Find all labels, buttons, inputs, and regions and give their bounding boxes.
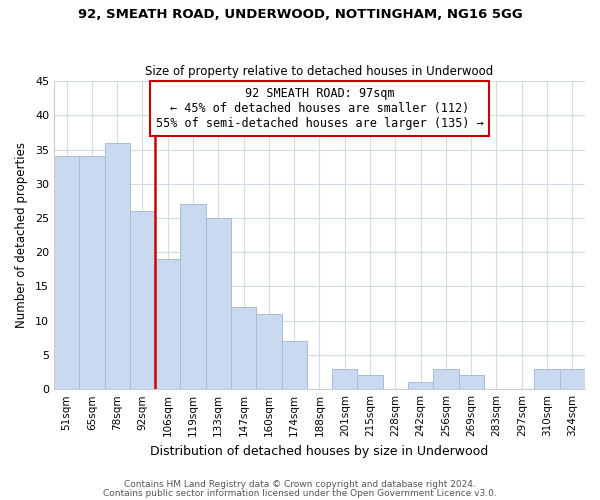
Bar: [408, 382, 433, 389]
Bar: [155, 259, 181, 389]
Bar: [104, 142, 130, 389]
Text: Contains HM Land Registry data © Crown copyright and database right 2024.: Contains HM Land Registry data © Crown c…: [124, 480, 476, 489]
Bar: [79, 156, 104, 389]
Bar: [231, 307, 256, 389]
Bar: [256, 314, 281, 389]
Bar: [206, 218, 231, 389]
Text: 92, SMEATH ROAD, UNDERWOOD, NOTTINGHAM, NG16 5GG: 92, SMEATH ROAD, UNDERWOOD, NOTTINGHAM, …: [77, 8, 523, 20]
Bar: [560, 368, 585, 389]
Y-axis label: Number of detached properties: Number of detached properties: [15, 142, 28, 328]
Text: Contains public sector information licensed under the Open Government Licence v3: Contains public sector information licen…: [103, 488, 497, 498]
Bar: [358, 376, 383, 389]
Bar: [181, 204, 206, 389]
Title: Size of property relative to detached houses in Underwood: Size of property relative to detached ho…: [145, 66, 494, 78]
Bar: [458, 376, 484, 389]
Bar: [535, 368, 560, 389]
Text: 92 SMEATH ROAD: 97sqm
← 45% of detached houses are smaller (112)
55% of semi-det: 92 SMEATH ROAD: 97sqm ← 45% of detached …: [155, 87, 484, 130]
Bar: [54, 156, 79, 389]
Bar: [130, 211, 155, 389]
Bar: [332, 368, 358, 389]
Bar: [281, 341, 307, 389]
Bar: [433, 368, 458, 389]
X-axis label: Distribution of detached houses by size in Underwood: Distribution of detached houses by size …: [151, 444, 488, 458]
